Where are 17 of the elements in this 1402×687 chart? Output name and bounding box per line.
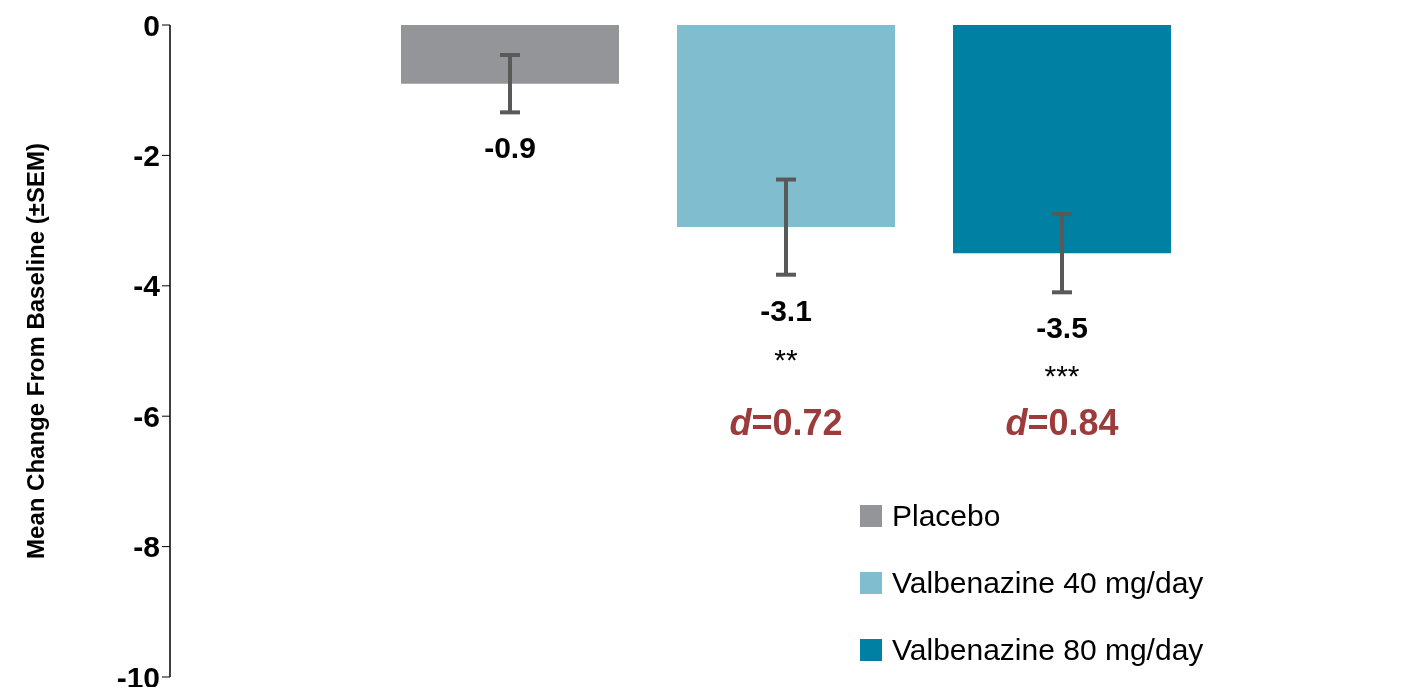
annotation: *** xyxy=(1044,359,1080,392)
legend-label: Placebo xyxy=(892,498,1001,533)
y-tick-label: -8 xyxy=(133,530,160,564)
data-label: -0.9 xyxy=(484,131,536,165)
data-label: -3.5 xyxy=(1036,311,1088,345)
data-label: -3.1 xyxy=(760,293,812,327)
legend-label: Valbenazine 40 mg/day xyxy=(892,565,1204,600)
annotation: d=0.84 xyxy=(1005,402,1119,443)
legend-label: Valbenazine 80 mg/day xyxy=(892,632,1204,667)
y-tick-label: -4 xyxy=(133,269,161,303)
annotation: d=0.72 xyxy=(729,402,843,443)
y-tick-label: -6 xyxy=(133,399,160,433)
y-tick-label: -2 xyxy=(133,139,160,173)
y-axis-title: Mean Change From Baseline (±SEM) xyxy=(21,143,49,559)
y-tick-label: 0 xyxy=(143,8,160,42)
y-tick-label: -10 xyxy=(116,660,160,687)
annotation: ** xyxy=(774,343,798,376)
